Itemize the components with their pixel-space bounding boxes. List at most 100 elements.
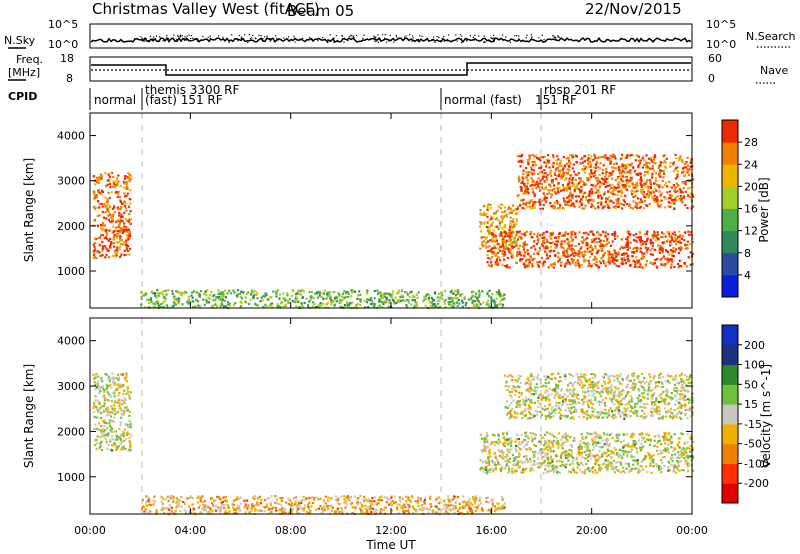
range-cell [490, 263, 493, 266]
range-cell [346, 305, 350, 309]
range-cell [576, 161, 579, 164]
range-cell [599, 245, 602, 248]
range-cell [110, 191, 113, 194]
range-cell [540, 243, 544, 246]
range-cell [539, 179, 542, 182]
range-cell [312, 301, 315, 304]
range-cell [536, 172, 540, 175]
range-cell [675, 456, 678, 459]
range-cell [107, 191, 110, 194]
nsearch-dot [378, 37, 380, 40]
range-cell [651, 190, 654, 193]
range-cell [314, 292, 317, 295]
range-cell [675, 387, 678, 390]
range-cell [119, 434, 123, 437]
range-cell [124, 206, 127, 209]
range-cell [660, 231, 664, 234]
range-cell [587, 259, 590, 262]
range-cell [671, 459, 674, 463]
range-cell [511, 388, 514, 391]
range-cell [620, 194, 623, 198]
range-cell [552, 240, 555, 244]
range-cell [443, 302, 446, 305]
range-cell [128, 424, 131, 427]
range-cell [508, 440, 511, 443]
range-cell [646, 204, 649, 207]
y-tick-label: 3000 [57, 175, 85, 188]
nsearch-dot [179, 36, 182, 38]
range-cell [417, 291, 420, 294]
range-cell [128, 177, 131, 181]
range-cell [380, 297, 383, 300]
range-cell [486, 221, 489, 224]
range-cell [601, 172, 604, 175]
range-cell [628, 400, 631, 403]
range-cell [653, 230, 656, 233]
range-cell [626, 166, 629, 169]
range-cell [648, 443, 651, 446]
nsearch-dot [300, 38, 302, 40]
range-cell [598, 156, 601, 159]
range-cell [537, 186, 541, 189]
range-cell [511, 256, 514, 259]
range-cell [109, 438, 112, 441]
range-cell [559, 454, 562, 458]
range-cell [108, 197, 111, 200]
range-cell [125, 406, 128, 409]
range-cell [388, 299, 391, 302]
range-cell [518, 230, 521, 233]
range-cell [580, 433, 583, 436]
range-cell [532, 252, 536, 256]
range-cell [604, 205, 607, 208]
range-cell [622, 413, 625, 416]
range-cell [666, 410, 669, 413]
range-cell [191, 291, 194, 294]
range-cell [626, 455, 629, 458]
range-cell [543, 454, 546, 458]
nsearch-dot [557, 36, 559, 38]
range-cell [634, 205, 637, 208]
range-cell [668, 461, 671, 464]
range-cell [649, 167, 652, 170]
range-cell [99, 416, 102, 420]
range-cell [667, 433, 670, 436]
nsearch-dot [375, 41, 377, 43]
range-cell [104, 236, 108, 239]
range-cell [530, 263, 534, 266]
range-cell [617, 199, 620, 202]
range-cell [678, 259, 681, 262]
range-cell [641, 266, 644, 269]
range-cell [683, 231, 687, 234]
range-cell [110, 430, 113, 433]
range-cell [101, 205, 104, 208]
range-cell [679, 234, 682, 237]
range-cell [489, 257, 492, 261]
range-cell [644, 243, 648, 246]
range-cell [117, 174, 120, 177]
range-cell [552, 445, 555, 448]
colorbar-tick-label: 20 [744, 180, 758, 193]
range-cell [626, 231, 629, 234]
range-cell [658, 409, 661, 412]
range-cell [651, 241, 655, 244]
range-cell [647, 189, 650, 192]
range-cell [595, 237, 598, 240]
range-cell [659, 169, 662, 172]
range-cell [129, 444, 132, 447]
range-cell [365, 291, 368, 294]
range-cell [106, 448, 109, 451]
range-cell [513, 209, 516, 212]
range-cell [684, 204, 687, 207]
range-cell [532, 191, 535, 194]
range-cell [342, 305, 345, 309]
range-cell [618, 171, 621, 174]
range-cell [116, 229, 119, 233]
cpid-mode-rbsp: rbsp 201 RF [544, 83, 616, 97]
range-cell [631, 255, 634, 258]
range-cell [127, 432, 130, 435]
range-cell [505, 215, 508, 218]
range-cell [637, 155, 641, 158]
range-cell [432, 299, 435, 302]
range-cell [553, 470, 556, 474]
range-cell [640, 442, 643, 445]
